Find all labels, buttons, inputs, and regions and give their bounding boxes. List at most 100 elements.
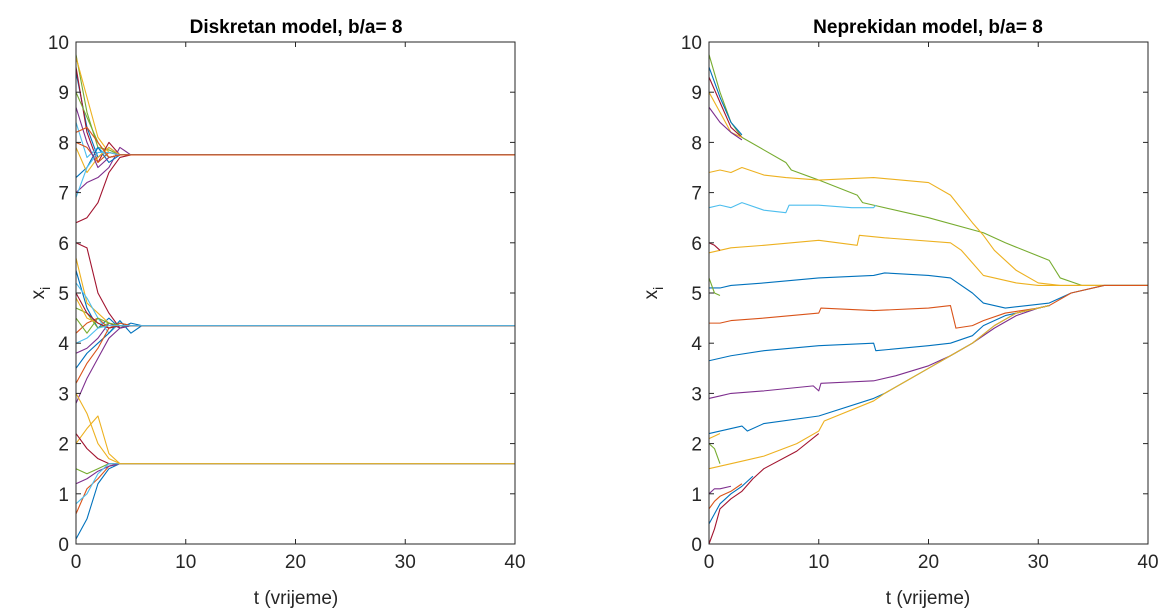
series-line bbox=[75, 463, 515, 540]
series-line bbox=[709, 284, 1148, 329]
y-tick-label: 10 bbox=[48, 33, 69, 54]
series-line bbox=[75, 146, 515, 178]
y-tick-label: 6 bbox=[58, 234, 69, 255]
y-tick-label: 8 bbox=[58, 133, 69, 154]
x-tick-label: 30 bbox=[1028, 552, 1049, 573]
series-line bbox=[708, 483, 743, 510]
series-line bbox=[709, 272, 1148, 309]
series-line bbox=[708, 242, 721, 251]
y-tick-label: 0 bbox=[58, 535, 69, 556]
y-tick-label: 7 bbox=[691, 184, 702, 205]
series-line bbox=[708, 443, 721, 464]
x-tick-label: 40 bbox=[1137, 552, 1158, 573]
series-line bbox=[708, 305, 1050, 399]
series-line bbox=[75, 463, 515, 505]
series-line bbox=[75, 72, 515, 159]
series-line bbox=[708, 234, 1148, 287]
series-line bbox=[75, 270, 515, 329]
series-line bbox=[708, 305, 1050, 435]
series-line bbox=[75, 67, 515, 164]
series-line bbox=[708, 106, 743, 141]
y-tick-label: 3 bbox=[691, 384, 702, 405]
series-line bbox=[708, 305, 1050, 362]
x-tick-label: 0 bbox=[71, 552, 82, 573]
series-line bbox=[75, 292, 515, 329]
axis-ticks: 0 1 2 3 4 5 6 7 8 9 10 0 10 20 30 40 bbox=[48, 33, 526, 573]
series-line bbox=[75, 141, 515, 164]
x-axis-label: t (vrijeme) bbox=[254, 588, 338, 609]
series-line bbox=[75, 91, 515, 159]
series-line bbox=[75, 122, 515, 159]
series-line bbox=[708, 433, 721, 440]
series-line bbox=[75, 257, 515, 327]
series-line bbox=[708, 475, 754, 525]
discrete-model-chart: Diskretan model, b/a= 8 0 1 2 3 4 5 6 7 8 9 10 0 10 2… bbox=[28, 17, 526, 609]
y-tick-label: 8 bbox=[691, 133, 702, 154]
series-line bbox=[75, 242, 515, 329]
series-line bbox=[708, 66, 743, 136]
axes-box bbox=[75, 41, 516, 545]
y-tick-label: 2 bbox=[691, 435, 702, 456]
series-line bbox=[75, 107, 515, 169]
series-line bbox=[75, 463, 515, 475]
y-tick-label: 5 bbox=[691, 284, 702, 305]
series-line bbox=[75, 393, 515, 465]
series-line bbox=[75, 146, 515, 174]
y-tick-label: 1 bbox=[691, 485, 702, 506]
y-tick-label: 6 bbox=[691, 234, 702, 255]
y-axis-label: xi bbox=[641, 287, 666, 300]
x-tick-label: 20 bbox=[285, 552, 306, 573]
x-tick-label: 20 bbox=[918, 552, 939, 573]
x-tick-label: 10 bbox=[808, 552, 829, 573]
series-lines bbox=[708, 54, 1148, 545]
x-tick-label: 40 bbox=[504, 552, 525, 573]
y-tick-label: 10 bbox=[681, 33, 702, 54]
series-line bbox=[708, 485, 732, 495]
series-line bbox=[75, 154, 515, 224]
y-axis-label-subscript: i bbox=[650, 287, 666, 290]
y-tick-label: 4 bbox=[691, 334, 702, 355]
series-line bbox=[75, 433, 515, 465]
y-axis-label-main: x bbox=[28, 289, 49, 299]
series-lines bbox=[75, 54, 515, 540]
series-line bbox=[708, 76, 743, 138]
series-line bbox=[75, 297, 515, 329]
series-line bbox=[75, 325, 515, 404]
y-tick-label: 9 bbox=[691, 83, 702, 104]
x-axis-label: t (vrijeme) bbox=[886, 588, 970, 609]
series-line bbox=[708, 433, 820, 545]
series-line bbox=[75, 320, 515, 369]
chart-title: Diskretan model, b/a= 8 bbox=[190, 17, 403, 38]
series-line bbox=[75, 54, 515, 156]
series-line bbox=[708, 166, 1148, 287]
series-line bbox=[708, 305, 1050, 470]
series-line bbox=[75, 415, 515, 465]
y-tick-label: 2 bbox=[58, 435, 69, 456]
y-tick-label: 4 bbox=[58, 334, 69, 355]
series-line bbox=[75, 325, 515, 344]
x-tick-label: 0 bbox=[704, 552, 715, 573]
y-tick-label: 7 bbox=[58, 184, 69, 205]
y-tick-label: 5 bbox=[58, 284, 69, 305]
series-line bbox=[75, 56, 515, 156]
series-line bbox=[75, 322, 515, 354]
y-tick-label: 1 bbox=[58, 485, 69, 506]
series-line bbox=[708, 202, 877, 214]
axis-ticks: 0 1 2 3 4 5 6 7 8 9 10 0 10 20 30 40 bbox=[681, 33, 1159, 573]
series-line bbox=[708, 54, 1148, 287]
y-tick-label: 0 bbox=[691, 535, 702, 556]
series-line bbox=[75, 322, 515, 384]
y-tick-label: 3 bbox=[58, 384, 69, 405]
y-axis-label-subscript: i bbox=[37, 287, 53, 290]
chart-title: Neprekidan model, b/a= 8 bbox=[813, 17, 1043, 38]
continuous-model-chart: Neprekidan model, b/a= 8 0 1 2 3 4 5 6 7 8 9 10 0 10… bbox=[641, 17, 1159, 609]
series-line bbox=[75, 463, 515, 485]
series-line bbox=[75, 126, 515, 159]
series-line bbox=[75, 463, 515, 515]
series-line bbox=[75, 151, 515, 198]
y-axis-label: xi bbox=[28, 287, 53, 300]
axes-box bbox=[708, 41, 1149, 545]
series-line bbox=[708, 91, 743, 138]
x-tick-label: 10 bbox=[175, 552, 196, 573]
series-line bbox=[708, 277, 721, 297]
